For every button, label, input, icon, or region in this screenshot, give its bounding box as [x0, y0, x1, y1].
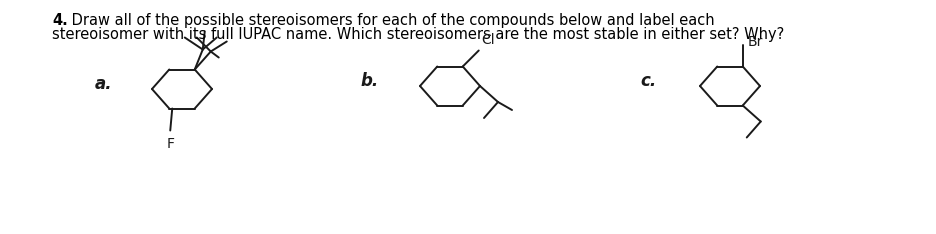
Text: 4.: 4.: [52, 13, 67, 28]
Text: F: F: [167, 138, 174, 151]
Text: Br: Br: [748, 36, 763, 50]
Text: c.: c.: [640, 72, 656, 90]
Text: stereoisomer with its full IUPAC name. Which stereoisomers are the most stable i: stereoisomer with its full IUPAC name. W…: [52, 27, 784, 42]
Text: Cl: Cl: [482, 33, 495, 48]
Text: a.: a.: [95, 75, 112, 93]
Text: Draw all of the possible stereoisomers for each of the compounds below and label: Draw all of the possible stereoisomers f…: [67, 13, 714, 28]
Text: b.: b.: [360, 72, 378, 90]
